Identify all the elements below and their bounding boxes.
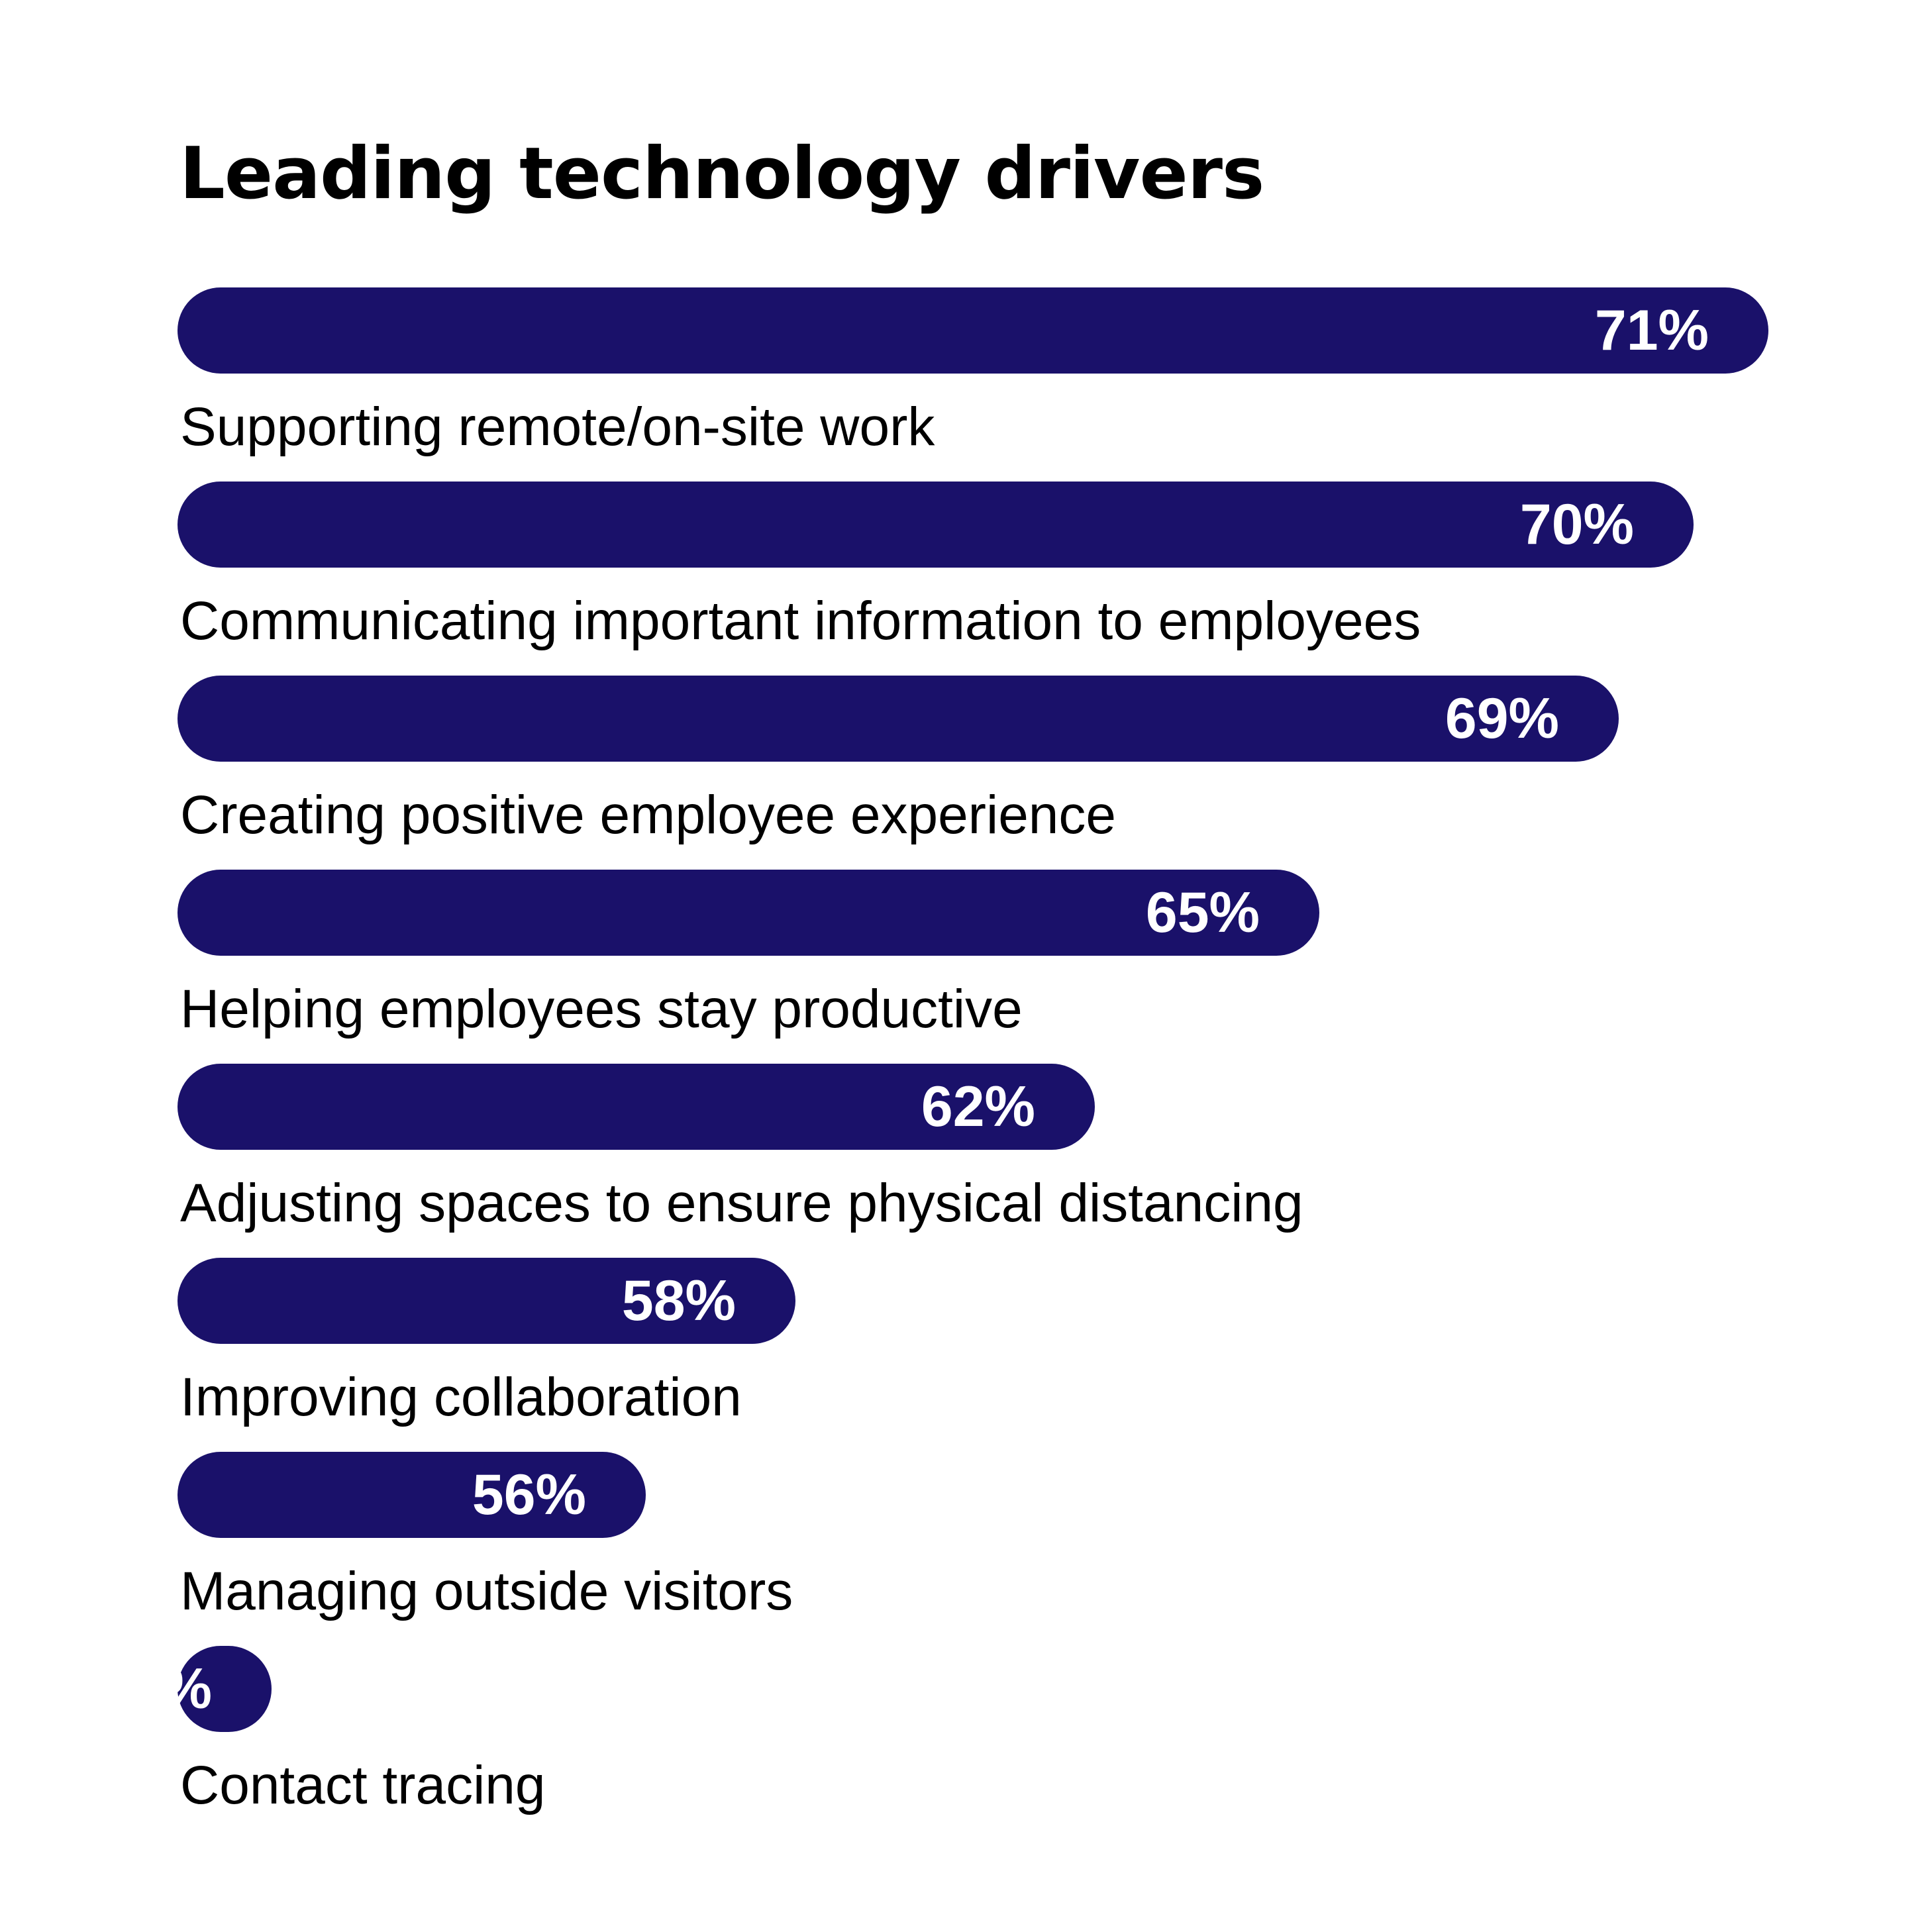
bar-value-label: 69% bbox=[1445, 687, 1559, 750]
bar-4: 65% bbox=[178, 870, 1319, 956]
chart-title: Leading technology drivers bbox=[179, 132, 1264, 215]
bar-1: 71% bbox=[178, 287, 1768, 374]
bar-5: 62% bbox=[178, 1064, 1095, 1150]
bar-category-label: Communicating important information to e… bbox=[180, 591, 1421, 651]
bar-category-label: Improving collaboration bbox=[180, 1367, 742, 1427]
bar-value-label: 70% bbox=[1519, 493, 1634, 556]
bar-value-label: 56% bbox=[472, 1463, 586, 1527]
bar-category-label: Managing outside visitors bbox=[180, 1561, 793, 1621]
bar-value-label: 51% bbox=[97, 1657, 212, 1721]
bar-category-label: Contact tracing bbox=[180, 1755, 546, 1815]
bar-value-label: 62% bbox=[921, 1075, 1035, 1139]
bar-value-label: 65% bbox=[1145, 881, 1260, 944]
bar-category-label: Helping employees stay productive bbox=[180, 979, 1023, 1039]
bar-7: 56% bbox=[178, 1452, 646, 1538]
bar-6: 58% bbox=[178, 1258, 795, 1344]
bar-2: 70% bbox=[178, 482, 1694, 568]
bar-value-label: 71% bbox=[1594, 299, 1709, 362]
bar-8: 51% bbox=[98, 1646, 272, 1732]
bar-category-label: Adjusting spaces to ensure physical dist… bbox=[180, 1173, 1303, 1233]
bar-category-label: Supporting remote/on-site work bbox=[180, 397, 935, 457]
bar-value-label: 58% bbox=[621, 1269, 736, 1333]
bar-category-label: Creating positive employee experience bbox=[180, 785, 1117, 845]
bar-3: 69% bbox=[178, 676, 1619, 762]
